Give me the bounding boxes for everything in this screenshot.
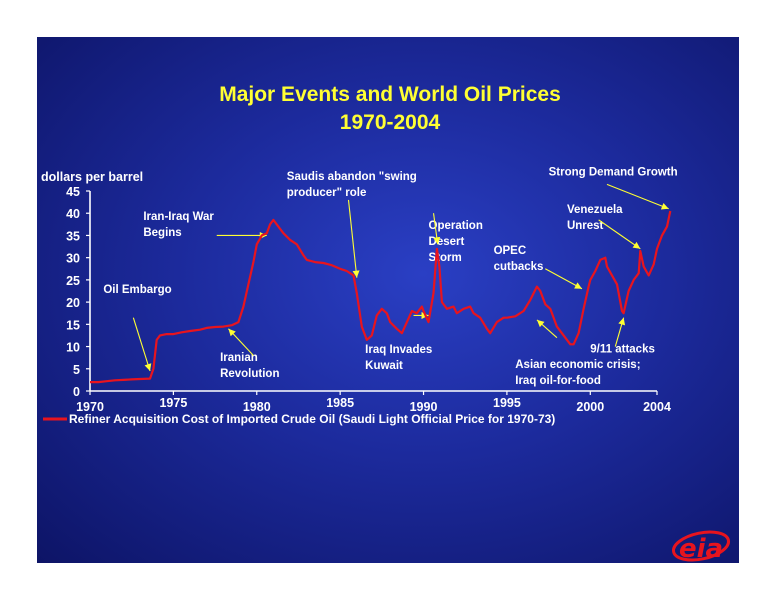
annotation-label: Iran-Iraq War Begins — [143, 211, 214, 239]
y-axis-ticks: 0 5 10 15 20 25 30 35 40 45 — [66, 185, 90, 399]
annotation-label: Iraq Invades Kuwait — [365, 344, 432, 372]
annotation-label: Asian economic crisis; Iraq oil-for-food — [515, 359, 640, 387]
y-tick-label: 25 — [66, 274, 80, 288]
x-axis-ticks: 1970 1980 1990 2000 2004 1975 1985 1995 — [76, 391, 671, 414]
annotation-arrowhead — [352, 270, 360, 278]
annotation-line: Oil Embargo — [103, 284, 171, 296]
logo-text: eia — [679, 534, 723, 563]
annotation-arrowhead — [433, 236, 441, 245]
annotation-line: Iran-Iraq War — [143, 211, 214, 223]
annotation-line: 9/11 attacks — [590, 343, 655, 355]
series-line — [90, 210, 672, 384]
annotation-label: Venezuela Unrest — [567, 204, 623, 232]
x-tick-label: 1975 — [159, 396, 187, 410]
event-annotations: Oil Embargo Iran-Iraq War Begins Iranian Rev… — [103, 166, 677, 386]
annotation-line: Kuwait — [365, 360, 403, 372]
annotation-line: Saudis abandon "swing — [287, 171, 417, 183]
x-tick-label: 1985 — [326, 396, 354, 410]
y-tick-label: 5 — [73, 363, 80, 377]
annotation-line: Storm — [429, 252, 462, 264]
eia-logo: eia — [671, 530, 731, 563]
annotation: 9/11 attacks — [590, 317, 655, 355]
y-tick-label: 15 — [66, 318, 80, 332]
annotation-arrow — [347, 199, 358, 278]
annotation-line: Desert — [429, 236, 465, 248]
annotation: OPEC cutbacks — [494, 245, 583, 290]
annotation-label: Oil Embargo — [103, 284, 171, 296]
annotation-line: Asian economic crisis; — [515, 359, 640, 371]
annotation-line: cutbacks — [494, 261, 544, 273]
annotation-line: producer" role — [287, 187, 367, 199]
annotation-arrow — [132, 317, 151, 372]
annotation: Iran-Iraq War Begins — [143, 211, 267, 239]
slide-background: Major Events and World Oil Prices 1970-2… — [37, 37, 739, 563]
annotation-label: 9/11 attacks — [590, 343, 655, 355]
annotation-arrowhead — [574, 282, 582, 289]
annotation-arrowhead — [536, 319, 545, 328]
y-axis-label: dollars per barrel — [41, 170, 143, 184]
annotation: Saudis abandon "swing producer" role — [287, 171, 417, 278]
annotation-label: OPEC cutbacks — [494, 245, 544, 273]
annotation-label: Strong Demand Growth — [549, 166, 678, 178]
annotation-line: Operation — [429, 220, 483, 232]
chart-subtitle: 1970-2004 — [340, 111, 441, 134]
annotation-arrowhead — [660, 202, 669, 210]
x-tick-label: 2000 — [576, 400, 604, 414]
x-tick-label: 1980 — [243, 400, 271, 414]
annotation-label: Iranian Revolution — [220, 352, 279, 380]
annotation: Strong Demand Growth — [549, 166, 678, 210]
annotation-line: Strong Demand Growth — [549, 166, 678, 178]
annotation-line: Unrest — [567, 220, 604, 232]
annotation-arrowhead — [632, 241, 641, 249]
y-tick-label: 20 — [66, 296, 80, 310]
annotation-line: Begins — [143, 227, 181, 239]
y-tick-label: 10 — [66, 341, 80, 355]
x-tick-label: 1990 — [410, 400, 438, 414]
annotation: Venezuela Unrest — [567, 204, 641, 250]
annotation-arrowhead — [618, 317, 626, 326]
annotation-line: Iraq Invades — [365, 344, 432, 356]
annotation: Asian economic crisis; Iraq oil-for-food — [515, 319, 641, 387]
annotation-line: Revolution — [220, 368, 279, 380]
y-tick-label: 40 — [66, 207, 80, 221]
x-tick-label: 2004 — [643, 400, 671, 414]
x-tick-label: 1995 — [493, 396, 521, 410]
annotation-line: Iraq oil-for-food — [515, 375, 601, 387]
oil-price-chart: Major Events and World Oil Prices 1970-2… — [41, 83, 731, 563]
legend-label: Refiner Acquisition Cost of Imported Cru… — [69, 412, 555, 426]
annotation-line: OPEC — [494, 245, 527, 257]
y-tick-label: 45 — [66, 185, 80, 199]
y-tick-label: 0 — [73, 385, 80, 399]
annotation-arrowhead — [144, 363, 152, 371]
y-tick-label: 35 — [66, 229, 80, 243]
annotation-label: Saudis abandon "swing producer" role — [287, 171, 417, 199]
annotation-arrow — [598, 219, 641, 250]
annotation-arrowhead — [228, 328, 236, 337]
chart-title: Major Events and World Oil Prices — [219, 83, 561, 106]
annotation: Iranian Revolution — [220, 328, 279, 380]
annotation: Iraq Invades Kuwait — [365, 311, 432, 372]
legend: Refiner Acquisition Cost of Imported Cru… — [43, 412, 555, 426]
y-tick-label: 30 — [66, 252, 80, 266]
annotation-arrow — [606, 183, 669, 210]
annotation-line: Venezuela — [567, 204, 623, 216]
annotation: Oil Embargo — [103, 284, 172, 372]
annotation-line: Iranian — [220, 352, 258, 364]
x-tick-label: 1970 — [76, 400, 104, 414]
